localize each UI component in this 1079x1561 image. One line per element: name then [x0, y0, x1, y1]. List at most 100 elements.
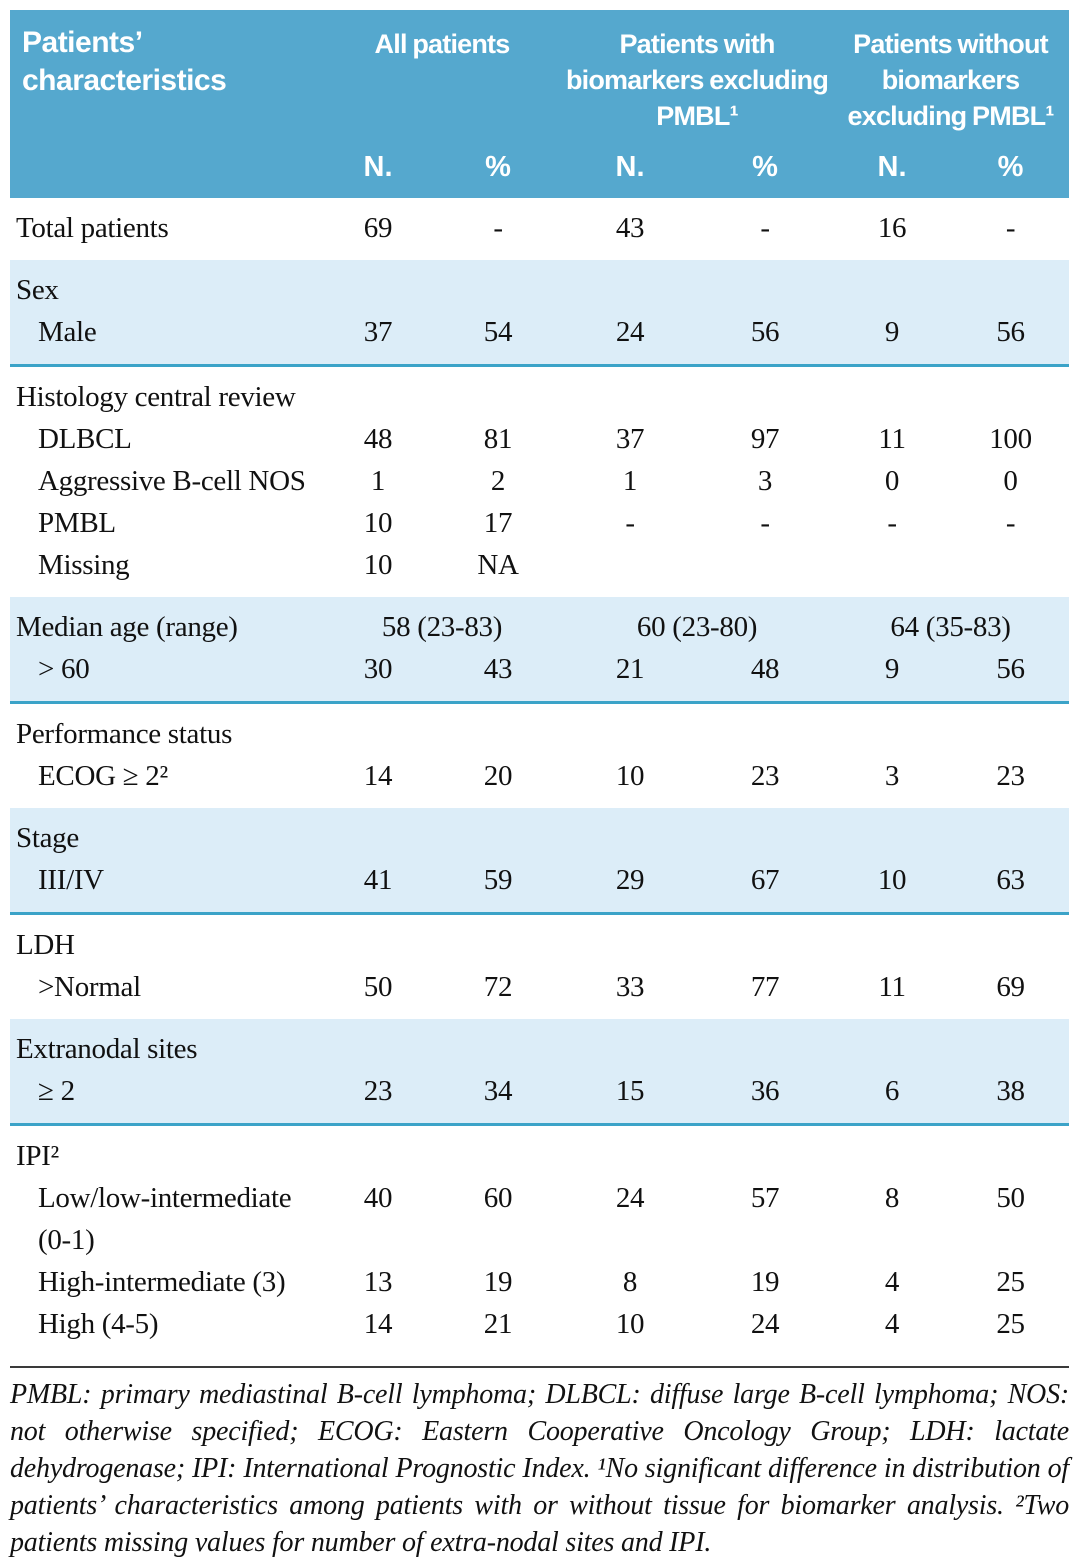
cell-value: 16 — [877, 212, 907, 244]
header-group-without-biomarkers: Patients without biomarkers excluding PM… — [832, 10, 1070, 134]
cell-value: 64 (35-83) — [832, 597, 1070, 648]
table-row: Extranodal sites — [10, 1019, 1070, 1070]
table-row: Histology central review — [10, 366, 1069, 419]
cell-value — [952, 544, 1069, 597]
cell-value: 34 — [434, 1070, 563, 1126]
table-row: III/IV 41 59 29 67 10 63 — [10, 859, 1070, 915]
cell-value: 25 — [996, 1308, 1025, 1340]
cell-value: - — [1005, 212, 1016, 244]
row-label: Low/low-intermediate (0-1) — [38, 1182, 292, 1256]
cell-value: 100 — [989, 423, 1032, 455]
cell-value: 58 (23-83) — [322, 597, 563, 648]
row-label: Performance status — [16, 718, 233, 750]
table-row: PMBL 10 17 - - - - — [10, 502, 1069, 544]
patient-characteristics-table: Patients’ characteristics All patients P… — [10, 10, 1070, 1356]
cell-value: 50 — [996, 1182, 1025, 1214]
header-group-with-biomarkers: Patients with biomarkers excluding PMBL¹ — [562, 10, 833, 134]
cell-value: 10 — [615, 1308, 645, 1340]
cell-value: 8 — [622, 1266, 638, 1298]
row-label: Median age (range) — [10, 597, 322, 648]
cell-value: 17 — [483, 507, 513, 539]
cell-value: 1 — [622, 465, 638, 497]
row-label: Missing — [38, 549, 130, 581]
header-subheader-row: N. % N. % N. % — [10, 134, 1070, 198]
cell-value: 14 — [363, 1308, 393, 1340]
subheader-pct-2: % — [698, 134, 833, 198]
cell-value: 41 — [322, 859, 434, 915]
cell-value: 4 — [884, 1308, 900, 1340]
cell-value — [562, 544, 698, 597]
cell-value: 38 — [952, 1070, 1070, 1126]
row-label: DLBCL — [38, 423, 132, 455]
cell-value: 72 — [483, 971, 513, 1003]
table-row: Missing 10 NA — [10, 544, 1069, 597]
cell-value: 8 — [884, 1182, 900, 1214]
table-row: Aggressive B-cell NOS 1 2 1 3 0 0 — [10, 460, 1069, 502]
row-label: ECOG ≥ 2² — [38, 760, 168, 792]
cell-value: 30 — [322, 648, 434, 704]
row-label: Sex — [10, 260, 1070, 311]
table-row: ≥ 2 23 34 15 36 6 38 — [10, 1070, 1070, 1126]
cell-value: 37 — [615, 423, 645, 455]
cell-value: 3 — [757, 465, 773, 497]
cell-value: 57 — [750, 1182, 780, 1214]
table-row: High-intermediate (3) 13 19 8 19 4 25 — [10, 1261, 1069, 1303]
cell-value: 19 — [750, 1266, 780, 1298]
cell-value: 50 — [363, 971, 393, 1003]
subheader-n-1: N. — [322, 134, 434, 198]
cell-value: 13 — [363, 1266, 393, 1298]
cell-value: 19 — [483, 1266, 513, 1298]
row-label: Stage — [10, 808, 1070, 859]
table-row: IPI² — [10, 1125, 1069, 1178]
cell-value: 10 — [363, 507, 393, 539]
cell-value: 20 — [483, 760, 513, 792]
row-label: Extranodal sites — [10, 1019, 1070, 1070]
cell-value: 33 — [615, 971, 645, 1003]
table-row: Median age (range) 58 (23-83) 60 (23-80) 64… — [10, 597, 1070, 648]
cell-value: 69 — [996, 971, 1025, 1003]
table-row: High (4-5) 14 21 10 24 4 25 — [10, 1303, 1069, 1356]
cell-value — [698, 544, 832, 597]
header-group-row: Patients’ characteristics All patients P… — [10, 10, 1070, 198]
cell-value: - — [1005, 507, 1016, 539]
row-label: Total patients — [16, 212, 169, 244]
cell-value — [832, 544, 952, 597]
cell-value: 11 — [878, 971, 906, 1003]
cell-value: 10 — [615, 760, 645, 792]
cell-value: - — [625, 507, 635, 539]
table-row: >Normal 50 72 33 77 11 69 — [10, 966, 1069, 1019]
cell-value: 24 — [615, 1182, 645, 1214]
table-row: Total patients 69 - 43 - 16 - — [10, 198, 1069, 260]
cell-value: 24 — [750, 1308, 780, 1340]
row-label: High-intermediate (3) — [38, 1266, 286, 1298]
cell-value: 81 — [483, 423, 513, 455]
cell-value: 10 — [363, 549, 393, 581]
cell-value: 77 — [750, 971, 780, 1003]
cell-value: 56 — [952, 311, 1070, 367]
cell-value: - — [760, 212, 770, 244]
row-label: ≥ 2 — [10, 1070, 322, 1126]
cell-value: 56 — [698, 311, 833, 367]
cell-value: 29 — [562, 859, 699, 915]
cell-value: 60 (23-80) — [562, 597, 833, 648]
cell-value: 4 — [884, 1266, 900, 1298]
cell-value: 67 — [698, 859, 833, 915]
cell-value: 15 — [562, 1070, 699, 1126]
cell-value: 48 — [698, 648, 833, 704]
cell-value: 9 — [832, 311, 953, 367]
footnote-divider — [10, 1366, 1069, 1368]
table-row: ECOG ≥ 2² 14 20 10 23 3 23 — [10, 755, 1069, 808]
cell-value: 60 — [483, 1182, 513, 1214]
cell-value: 43 — [615, 212, 645, 244]
cell-value: 36 — [698, 1070, 833, 1126]
cell-value: 97 — [750, 423, 780, 455]
cell-value: 0 — [884, 465, 900, 497]
row-label: PMBL — [38, 507, 116, 539]
cell-value: 11 — [878, 423, 906, 455]
cell-value: 56 — [952, 648, 1070, 704]
cell-value: 9 — [832, 648, 953, 704]
table-row: DLBCL 48 81 37 97 11 100 — [10, 418, 1069, 460]
cell-value: 69 — [363, 212, 393, 244]
table-row: Stage — [10, 808, 1070, 859]
